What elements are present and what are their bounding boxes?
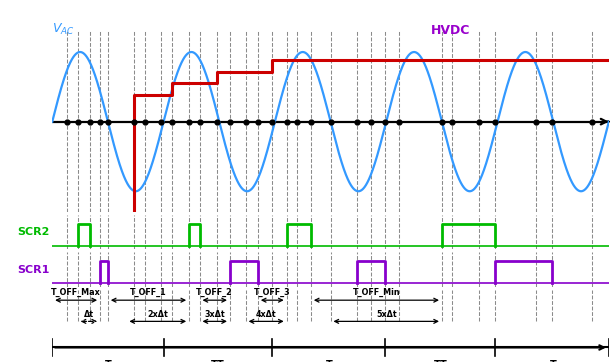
Text: T: T xyxy=(105,360,111,362)
Text: T_OFF_3: T_OFF_3 xyxy=(254,288,290,297)
Text: TT: TT xyxy=(211,360,224,362)
Text: SCR1: SCR1 xyxy=(17,265,49,274)
Text: T: T xyxy=(325,360,332,362)
Text: 2xΔt: 2xΔt xyxy=(148,310,168,319)
Text: $V_{AC}$: $V_{AC}$ xyxy=(52,22,75,37)
Text: T_OFF_Min: T_OFF_Min xyxy=(352,288,400,297)
Text: SCR2: SCR2 xyxy=(17,227,49,237)
Text: 3xΔt: 3xΔt xyxy=(204,310,225,319)
Text: Δt: Δt xyxy=(84,310,94,319)
Text: T_OFF_1: T_OFF_1 xyxy=(130,288,167,297)
Text: HVDC: HVDC xyxy=(430,24,470,37)
Text: TT: TT xyxy=(434,360,447,362)
Text: T_OFF_2: T_OFF_2 xyxy=(196,288,233,297)
Text: 5xΔt: 5xΔt xyxy=(376,310,397,319)
Text: T_OFF_Max: T_OFF_Max xyxy=(51,288,101,297)
Text: 4xΔt: 4xΔt xyxy=(256,310,277,319)
Text: T: T xyxy=(550,360,557,362)
